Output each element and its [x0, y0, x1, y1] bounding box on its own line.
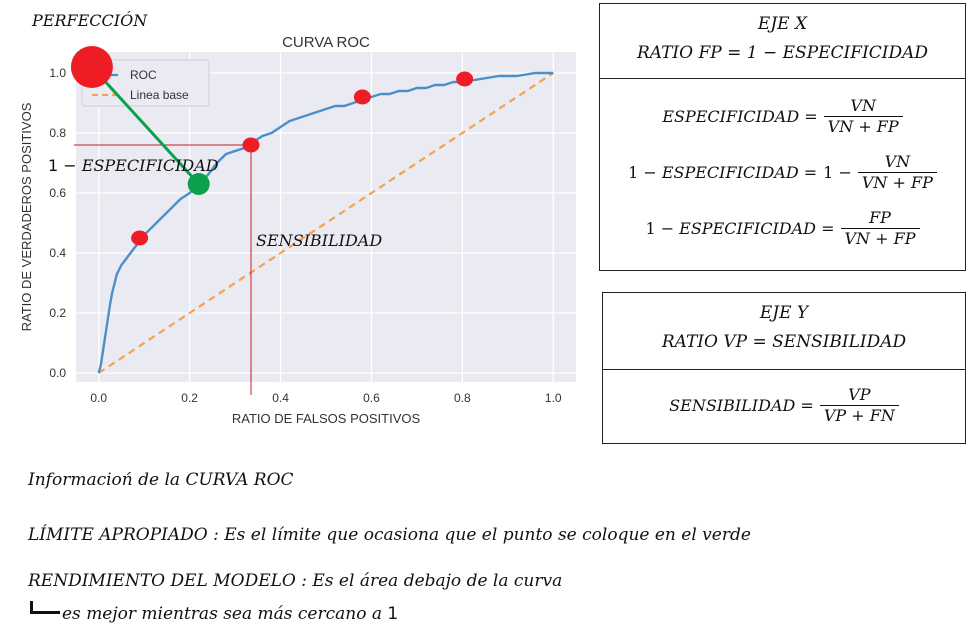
x-axis-label: RATIO DE FALSOS POSITIVOS	[232, 411, 421, 426]
eq1-numerator: VN	[850, 96, 876, 115]
eje-x-ratio-fp: RATIO FP =	[636, 43, 742, 63]
note-limite: LÍMITE APROPIADO : Es el límite que ocas…	[28, 525, 751, 545]
eje-x-subtitle: RATIO FP = 1 − ESPECIFICIDAD	[600, 39, 965, 68]
roc-chart: 0.0 0.2 0.4 0.6 0.8 1.0 0.0 0.2 0.4 0.6 0.8 1.0 CU…	[19, 34, 576, 426]
threshold-point-3	[456, 71, 474, 87]
eje-y-divider	[603, 369, 965, 370]
eq2-lhs-a: 1 −	[628, 163, 657, 182]
y-tick-label-4: 0.8	[49, 126, 66, 140]
sensibilidad-label: SENSIBILIDAD	[256, 231, 383, 250]
eje-y-title: EJE Y	[759, 303, 809, 323]
y-tick-label-1: 0.2	[49, 306, 66, 320]
baseline-line	[98, 72, 554, 374]
eje-x-title: EJE X	[757, 14, 808, 34]
y-tick-label-5: 1.0	[49, 66, 66, 80]
eq2-rhs: 1 −	[823, 163, 852, 182]
x-tick-label-5: 1.0	[545, 391, 562, 405]
x-tick-labels: 0.0 0.2 0.4 0.6 0.8 1.0	[90, 391, 562, 405]
y-tick-label-2: 0.4	[49, 246, 66, 260]
note-info: Informacioń de la CURVA ROC	[28, 470, 294, 490]
threshold-point-0	[131, 230, 149, 246]
eq-one-minus-especificidad: 1 − ESPECIFICIDAD = 1 − VN VN + FP	[600, 152, 965, 193]
eq2-denominator: VN + FP	[857, 172, 937, 193]
note-rendimiento: RENDIMIENTO DEL MODELO : Es el área deba…	[28, 571, 563, 591]
legend-base-label: Linea base	[130, 88, 189, 102]
perfeccion-label: PERFECCIÓN	[32, 11, 148, 30]
eq2-fraction: VN VN + FP	[857, 152, 937, 193]
plot-area	[76, 52, 576, 382]
eje-x-divider	[600, 78, 965, 79]
perfection-connector	[90, 65, 200, 186]
y-tick-label-3: 0.6	[49, 186, 66, 200]
eq-sens-lhs: SENSIBILIDAD =	[669, 396, 814, 415]
marker-points	[70, 46, 474, 246]
y-axis-label: RATIO DE VERDADEROS POSITIVOS	[19, 102, 34, 331]
eq3-lhs-b: ESPECIFICIDAD =	[679, 219, 835, 238]
roc-line	[97, 71, 554, 374]
y-tick-label-0: 0.0	[49, 366, 66, 380]
eq-sens-denominator: VP + FN	[819, 405, 899, 426]
x-tick-label-2: 0.4	[272, 391, 289, 405]
eje-y-subtitle: RATIO VP = SENSIBILIDAD	[661, 332, 907, 352]
corner-bracket-icon	[30, 601, 60, 614]
eq-especificidad: ESPECIFICIDAD = VN VN + FP	[600, 96, 965, 137]
especificidad-prefix: 1 −	[48, 156, 77, 175]
eq2-lhs-b: ESPECIFICIDAD =	[661, 163, 818, 182]
legend-roc-label: ROC	[130, 68, 157, 82]
eq3-lhs-a: 1 −	[645, 219, 675, 238]
especificidad-word: ESPECIFICIDAD	[81, 156, 219, 175]
threshold-point-2	[353, 89, 371, 105]
x-tick-label-1: 0.2	[181, 391, 198, 405]
eq-sens-numerator: VP	[848, 385, 871, 404]
eq3-numerator: FP	[869, 208, 891, 227]
especificidad-annotation: 1 − ESPECIFICIDAD	[48, 156, 219, 175]
eq-sens-fraction: VP VP + FN	[819, 385, 899, 426]
y-tick-labels: 0.0 0.2 0.4 0.6 0.8 1.0	[49, 66, 66, 380]
eq1-lhs: ESPECIFICIDAD =	[662, 107, 818, 126]
note-mejor-number: 1	[387, 604, 399, 624]
eje-y-box: EJE Y RATIO VP = SENSIBILIDAD SENSIBILID…	[602, 292, 966, 444]
eje-x-ratio-fp-value: 1 − ESPECIFICIDAD	[746, 43, 929, 63]
perfection-point	[70, 46, 113, 88]
x-tick-label-3: 0.6	[363, 391, 380, 405]
series-lines	[97, 71, 554, 374]
eq-one-minus-especificidad-fp: 1 − ESPECIFICIDAD = FP VN + FP	[600, 208, 965, 249]
eq1-fraction: VN VN + FP	[823, 96, 903, 137]
eq2-numerator: VN	[884, 152, 911, 171]
legend: ROC Linea base	[81, 59, 210, 107]
grid-lines	[76, 52, 576, 382]
eq1-denominator: VN + FP	[823, 116, 903, 137]
optimal-point	[187, 173, 210, 195]
threshold-point-1	[242, 137, 260, 153]
eq3-denominator: VN + FP	[840, 228, 920, 249]
eq-sensibilidad: SENSIBILIDAD = VP VP + FN	[603, 385, 965, 426]
note-mejor: es mejor mientras sea más cercano a 1	[30, 601, 399, 624]
eq3-fraction: FP VN + FP	[840, 208, 920, 249]
chart-title: CURVA ROC	[282, 34, 370, 51]
note-mejor-text: es mejor mientras sea más cercano a	[62, 604, 382, 624]
x-tick-label-0: 0.0	[90, 391, 107, 405]
eje-x-box: EJE X RATIO FP = 1 − ESPECIFICIDAD ESPEC…	[599, 3, 966, 271]
x-tick-label-4: 0.8	[454, 391, 471, 405]
